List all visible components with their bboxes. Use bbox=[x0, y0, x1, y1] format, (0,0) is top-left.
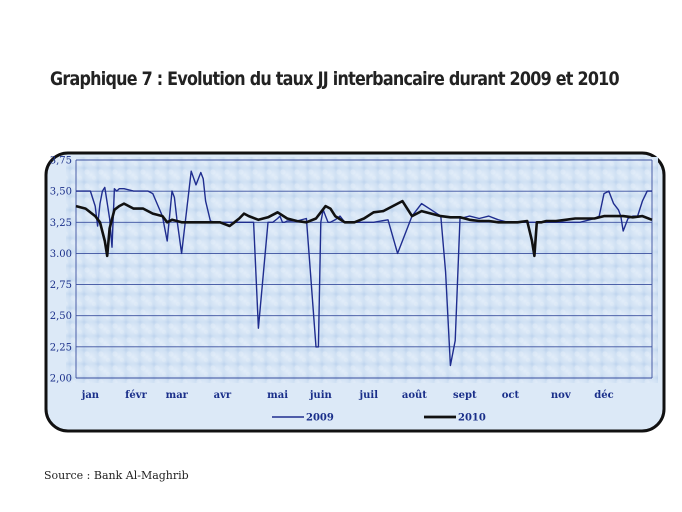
series-line-2010 bbox=[75, 199, 653, 258]
y-tick-label: 2,75 bbox=[50, 280, 72, 291]
x-tick-label: déc bbox=[594, 390, 613, 401]
y-tick-label: 2,25 bbox=[50, 342, 72, 353]
y-tick-label: 3,25 bbox=[50, 218, 72, 229]
x-tick-label: avr bbox=[214, 390, 232, 401]
x-tick-label: sept bbox=[453, 390, 477, 401]
legend-label-2010: 2010 bbox=[458, 413, 486, 424]
x-tick-label: nov bbox=[551, 390, 572, 401]
y-tick-label: 3.00 bbox=[50, 249, 72, 260]
y-tick-label: 2,00 bbox=[50, 374, 72, 385]
y-tick-label: 3,75 bbox=[50, 156, 72, 167]
series-line-2009 bbox=[76, 170, 652, 367]
x-tick-label: juin bbox=[309, 390, 333, 401]
chart-source: Source : Bank Al-Maghrib bbox=[44, 469, 189, 482]
x-tick-label: mai bbox=[267, 390, 288, 401]
x-tick-label: mar bbox=[166, 390, 189, 401]
y-tick-label: 2,50 bbox=[50, 311, 72, 322]
x-tick-label: jan bbox=[81, 390, 100, 401]
legend-label-2009: 2009 bbox=[306, 413, 334, 424]
x-tick-label: août bbox=[402, 390, 427, 401]
x-tick-label: juil bbox=[359, 390, 379, 401]
y-tick-label: 3,50 bbox=[50, 187, 72, 198]
x-tick-label: oct bbox=[502, 390, 520, 401]
x-tick-label: févr bbox=[125, 390, 147, 401]
chart-title: Graphique 7 : Evolution du taux JJ inter… bbox=[50, 68, 620, 90]
plot-background bbox=[66, 157, 658, 383]
